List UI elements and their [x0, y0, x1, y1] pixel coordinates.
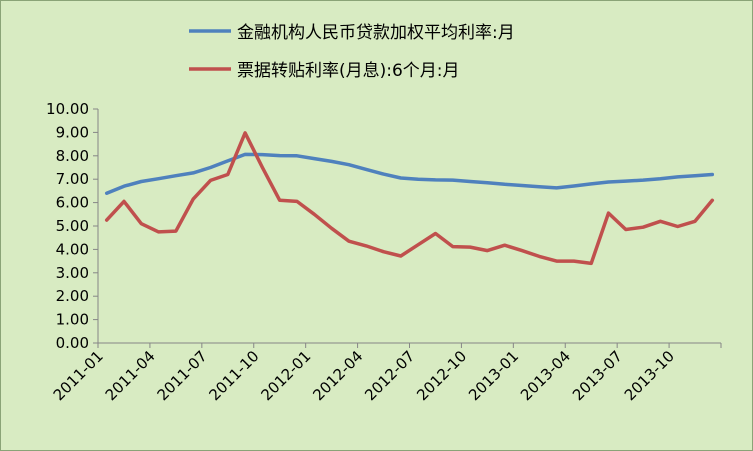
x-tick-label: 2013-07 — [569, 347, 626, 404]
y-tick-label: 10.00 — [46, 100, 89, 118]
x-tick-label: 2011-04 — [102, 347, 159, 404]
series-line-bill-rate — [104, 131, 715, 266]
legend-label-bill-rate: 票据转贴利率(月息):6个月:月 — [237, 61, 460, 81]
y-tick-label: 0.00 — [56, 334, 89, 352]
x-tick-label: 2012-04 — [309, 347, 366, 404]
y-tick-label: 8.00 — [56, 147, 89, 165]
x-tick-label: 2012-07 — [361, 347, 418, 404]
y-tick-label: 9.00 — [56, 123, 89, 141]
x-tick-label: 2013-10 — [621, 347, 678, 404]
x-tick-label: 2013-01 — [465, 347, 522, 404]
y-tick-label: 6.00 — [56, 194, 89, 212]
legend-label-loan-rate: 金融机构人民币贷款加权平均利率:月 — [237, 23, 515, 43]
y-axis-ticks: 0.00 1.00 2.00 3.00 4.00 5.00 6.00 7.00 8.00 9.00… — [46, 100, 98, 352]
y-tick-label: 4.00 — [56, 240, 89, 258]
x-axis-ticks: 2011-012011-042011-072011-102012-012012-… — [50, 343, 722, 404]
y-tick-label: 5.00 — [56, 217, 89, 235]
y-tick-label: 3.00 — [56, 264, 89, 282]
y-tick-label: 2.00 — [56, 287, 89, 305]
axes — [97, 109, 721, 344]
series-lines — [104, 131, 715, 266]
y-tick-label: 1.00 — [56, 311, 89, 329]
x-tick-label: 2012-01 — [257, 347, 314, 404]
x-tick-label: 2011-07 — [154, 347, 211, 404]
x-tick-label: 2013-04 — [517, 347, 574, 404]
y-tick-label: 7.00 — [56, 170, 89, 188]
x-tick-label: 2011-10 — [206, 347, 263, 404]
x-tick-label: 2011-01 — [50, 347, 107, 404]
legend: 金融机构人民币贷款加权平均利率:月 票据转贴利率(月息):6个月:月 — [189, 23, 515, 81]
x-tick-label: 2012-10 — [413, 347, 470, 404]
series-line-loan-rate — [104, 152, 715, 195]
